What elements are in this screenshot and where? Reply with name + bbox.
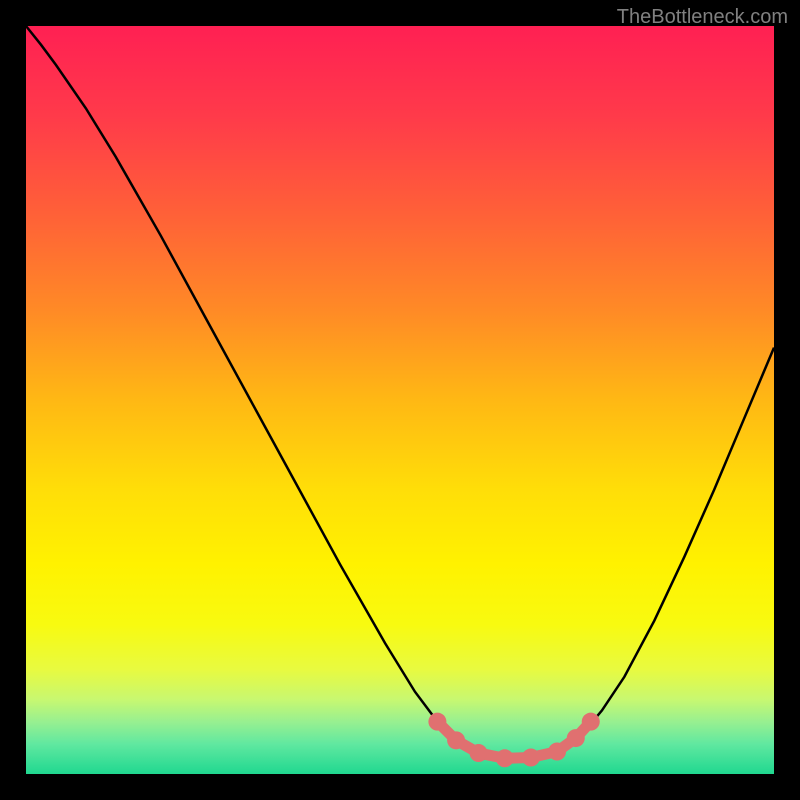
watermark-text: TheBottleneck.com: [617, 6, 788, 29]
chart-svg: [0, 0, 800, 800]
chart-container: TheBottleneck.com: [0, 0, 800, 800]
plot-background: [26, 26, 774, 774]
